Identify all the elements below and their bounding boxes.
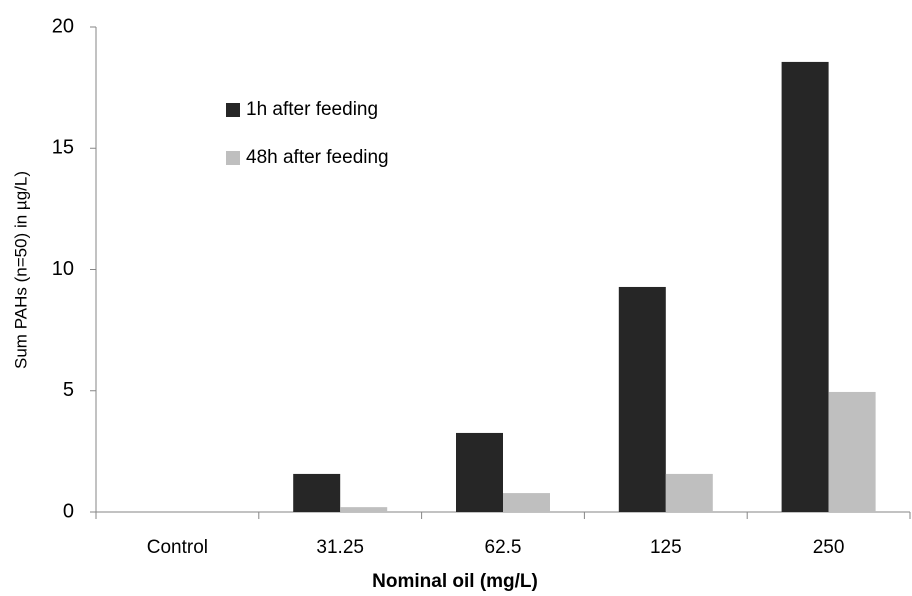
y-tick-label: 0 — [63, 500, 74, 522]
y-tick-label: 15 — [52, 137, 74, 159]
bar — [340, 507, 388, 512]
x-tick-label: 31.25 — [316, 537, 364, 558]
legend-label: 1h after feeding — [246, 99, 378, 120]
x-tick-label: Control — [147, 537, 208, 558]
x-tick-label: 125 — [650, 537, 682, 558]
y-tick-label: 10 — [52, 258, 74, 280]
x-tick-label: 250 — [813, 537, 845, 558]
bar — [293, 473, 341, 512]
y-tick-label: 5 — [63, 379, 74, 401]
bar — [503, 493, 550, 512]
legend-label: 48h after feeding — [246, 147, 389, 168]
bar — [456, 432, 503, 512]
y-tick-label: 20 — [52, 15, 74, 37]
x-axis-title: Nominal oil (mg/L) — [372, 571, 538, 592]
legend-swatch — [226, 103, 240, 117]
legend-swatch — [226, 151, 240, 165]
bar — [665, 473, 713, 512]
bar — [828, 391, 876, 512]
bar — [781, 61, 829, 513]
y-axis-title: Sum PAHs (n=50) in µg/L) — [11, 171, 30, 369]
bar — [618, 286, 666, 512]
x-tick-label: 62.5 — [485, 537, 522, 558]
